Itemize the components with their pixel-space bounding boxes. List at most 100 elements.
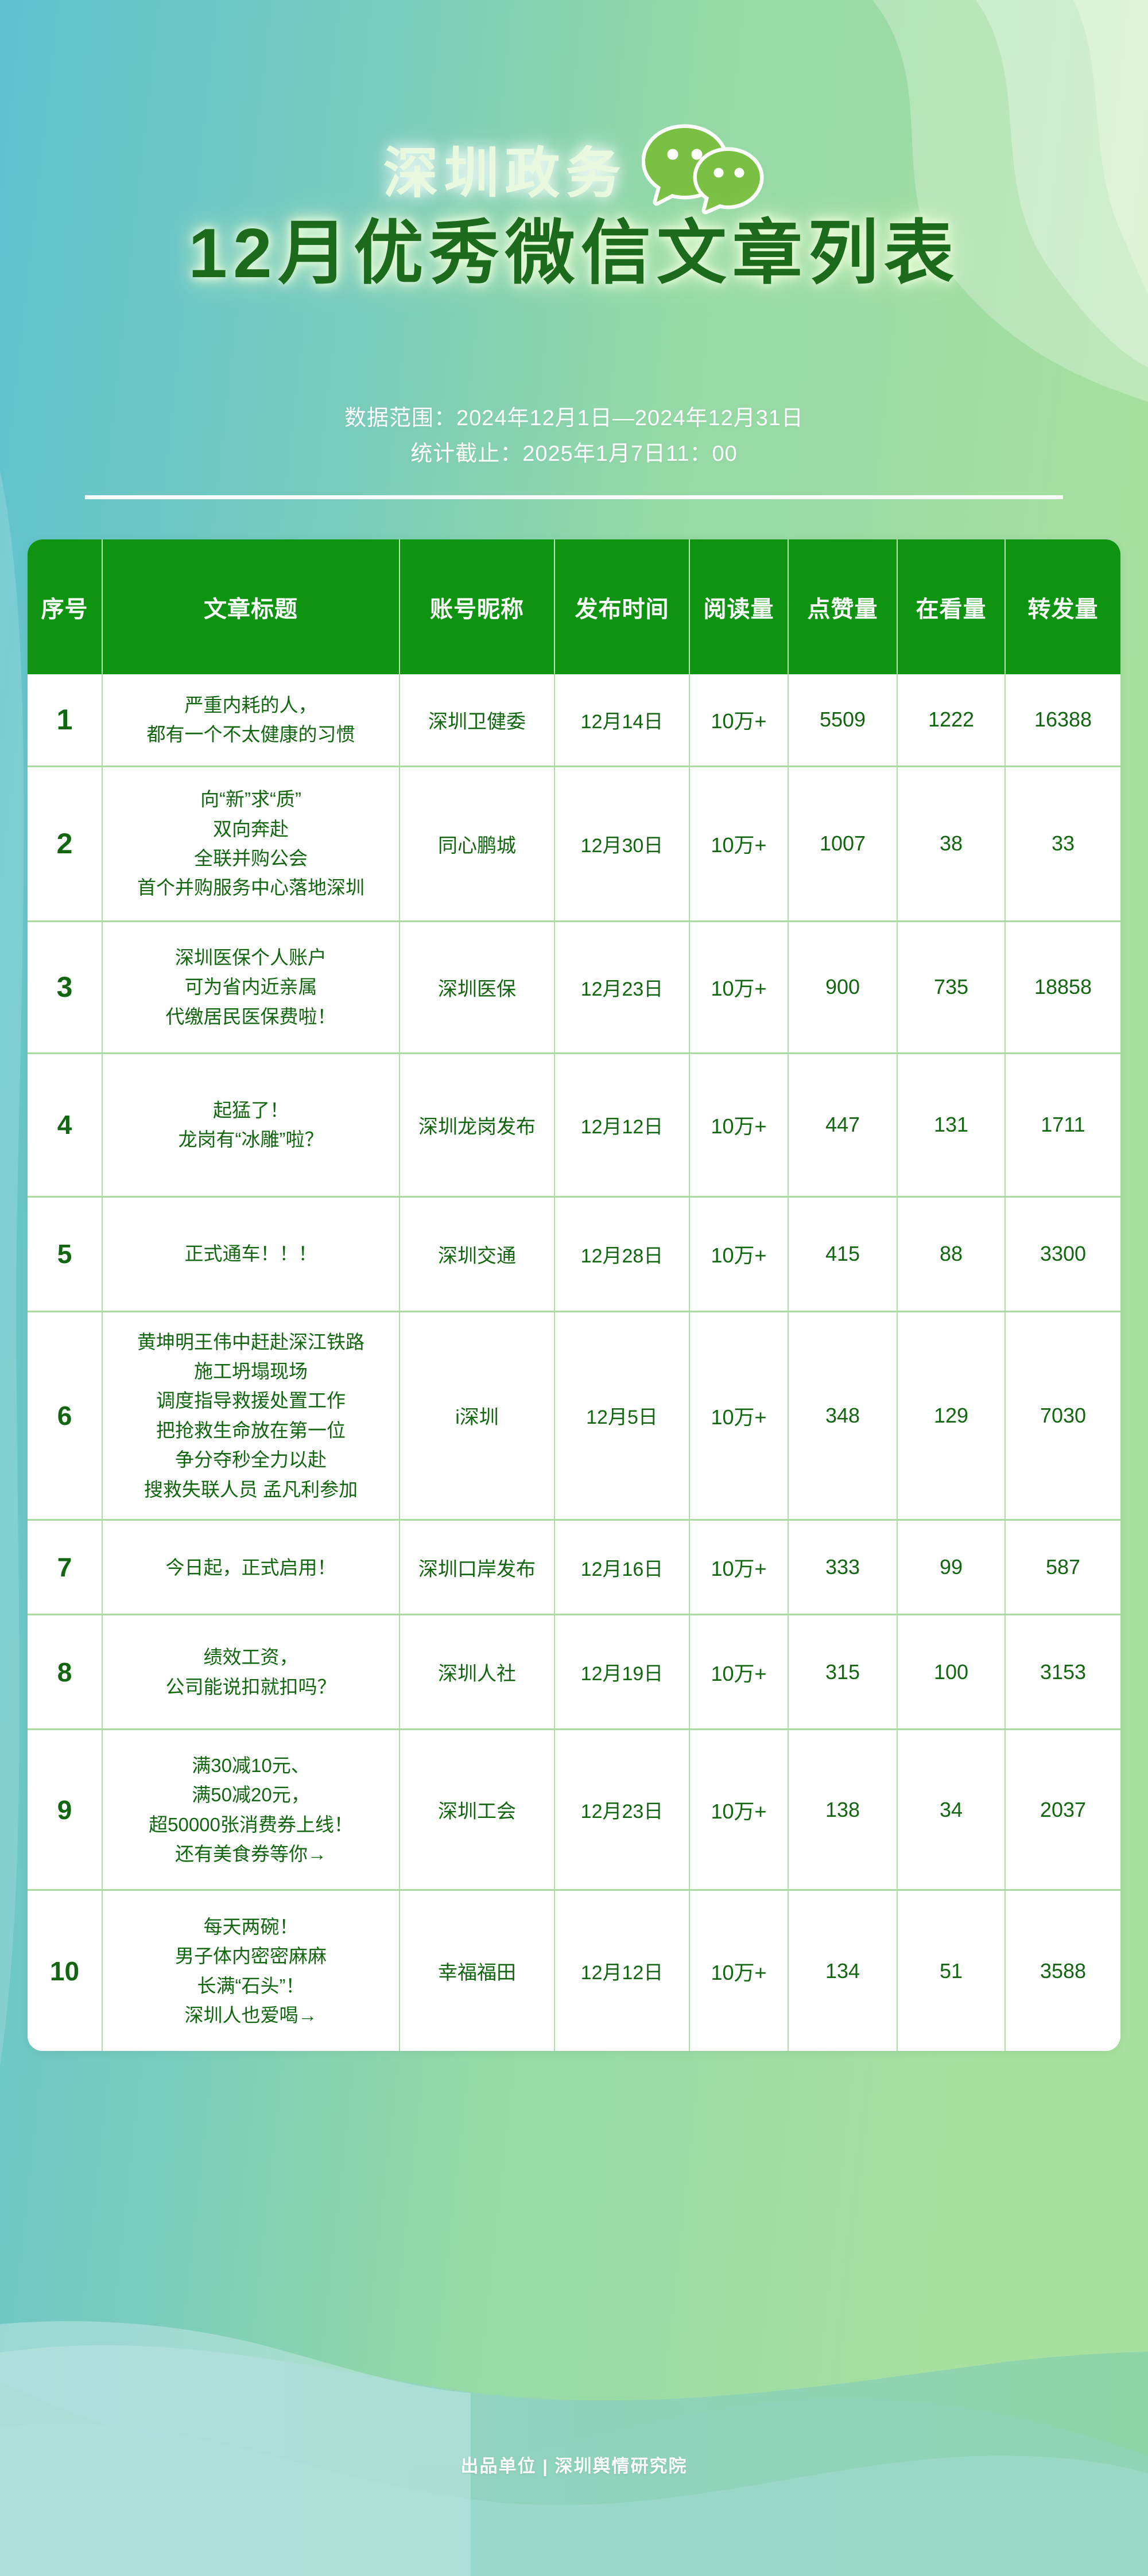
title-line: 绩效工资， (203, 1646, 298, 1668)
cell-watching: 100 (897, 1614, 1006, 1730)
cell-shares: 1711 (1005, 1052, 1120, 1196)
cell-reads: 10万+ (689, 1310, 789, 1520)
cell-reads: 10万+ (689, 674, 789, 766)
cell-likes: 447 (788, 1052, 898, 1196)
cell-likes: 415 (788, 1195, 898, 1311)
cell-reads: 10万+ (689, 1614, 789, 1730)
table-row: 2 向“新”求“质” 双向奔赴 全联并购公会 首个并购服务中心落地深圳 同心鹏城 12月30… (28, 765, 1120, 921)
cell-date: 12月19日 (554, 1614, 690, 1730)
title-line: 争分夺秒全力以赴 (175, 1449, 327, 1471)
article-table-card: 序号 文章标题 账号昵称 发布时间 阅读量 点赞量 在看量 转发量 1 严重内耗的… (28, 539, 1120, 2051)
table-row: 7 今日起，正式启用！ 深圳口岸发布 12月16日 10万+ 333 99 587 (28, 1519, 1120, 1615)
subtitle-lines: 数据范围：2024年12月1日—2024年12月31日 统计截止：2025年1月… (0, 401, 1148, 472)
cell-rank: 5 (28, 1195, 103, 1311)
cell-title: 向“新”求“质” 双向奔赴 全联并购公会 首个并购服务中心落地深圳 (102, 765, 400, 921)
title-line: 超50000张消费券上线！ (149, 1813, 353, 1835)
cell-date: 12月23日 (554, 920, 690, 1053)
cell-title: 正式通车！！！ (102, 1195, 400, 1311)
cell-rank: 3 (28, 920, 103, 1053)
cell-account: 深圳交通 (400, 1195, 555, 1311)
cell-rank: 4 (28, 1052, 103, 1196)
cell-watching: 38 (897, 765, 1006, 921)
cell-rank: 1 (28, 674, 103, 766)
page-title: 12月优秀微信文章列表 (188, 214, 960, 292)
cell-likes: 333 (788, 1519, 898, 1615)
cell-title: 绩效工资， 公司能说扣就扣吗？ (102, 1614, 400, 1730)
cell-account: 深圳龙岗发布 (400, 1052, 555, 1196)
cell-date: 12月30日 (554, 765, 690, 921)
cell-rank: 2 (28, 765, 103, 921)
cell-date: 12月12日 (554, 1052, 690, 1196)
cell-title: 起猛了！ 龙岗有“冰雕”啦？ (102, 1052, 400, 1196)
title-line: 每天两碗！ (203, 1916, 298, 1937)
col-header-reads: 阅读量 (689, 539, 789, 674)
cell-account: 深圳医保 (400, 920, 555, 1053)
col-header-rank: 序号 (28, 539, 103, 674)
title-line: 起猛了！ (213, 1099, 289, 1121)
title-line: 施工坍塌现场 (194, 1360, 308, 1382)
cell-shares: 587 (1005, 1519, 1120, 1615)
brand-name: 深圳政务 (383, 142, 627, 204)
title-line: 正式通车！！！ (184, 1243, 317, 1265)
cell-title: 每天两碗！ 男子体内密密麻麻 长满“石头”！ 深圳人也爱喝→ (102, 1889, 400, 2051)
page-header: 深圳政务 12月优秀微信文章列表 (0, 0, 1148, 356)
subtitle-rule-bottom (85, 495, 1063, 499)
cell-title: 深圳医保个人账户 可为省内近亲属 代缴居民医保费啦！ (102, 920, 400, 1053)
table-row: 3 深圳医保个人账户 可为省内近亲属 代缴居民医保费啦！ 深圳医保 12月23日 10万+ 9… (28, 920, 1120, 1053)
table-row: 5 正式通车！！！ 深圳交通 12月28日 10万+ 415 88 3300 (28, 1195, 1120, 1311)
cell-title: 满30减10元、 满50减20元， 超50000张消费券上线！ 还有美食券等你→ (102, 1728, 400, 1890)
title-line: 满50减20元， (192, 1784, 310, 1806)
title-line: 首个并购服务中心落地深圳 (137, 877, 364, 899)
cell-rank: 9 (28, 1728, 103, 1890)
table-row: 8 绩效工资， 公司能说扣就扣吗？ 深圳人社 12月19日 10万+ 315 100 3153 (28, 1614, 1120, 1730)
cell-account: 幸福福田 (400, 1889, 555, 2051)
table-body: 1 严重内耗的人， 都有一个不太健康的习惯 深圳卫健委 12月14日 10万+ 5509 12… (28, 674, 1120, 2051)
cell-rank: 7 (28, 1519, 103, 1615)
title-line: 严重内耗的人， (184, 694, 317, 716)
footer-credit: 出品单位 | 深圳舆情研究院 (460, 2456, 688, 2476)
title-line: 代缴居民医保费啦！ (165, 1005, 336, 1027)
cell-reads: 10万+ (689, 920, 789, 1053)
cell-date: 12月23日 (554, 1728, 690, 1890)
col-header-title: 文章标题 (102, 539, 400, 674)
title-line: 黄坤明王伟中赶赴深江铁路 (137, 1331, 364, 1353)
title-line: 长满“石头”！ (197, 1975, 305, 1996)
cell-watching: 131 (897, 1052, 1006, 1196)
cell-reads: 10万+ (689, 1052, 789, 1196)
title-line: 向“新”求“质” (200, 788, 301, 810)
cell-shares: 2037 (1005, 1728, 1120, 1890)
cell-account: 深圳口岸发布 (400, 1519, 555, 1615)
cell-watching: 88 (897, 1195, 1006, 1311)
cell-date: 12月12日 (554, 1889, 690, 2051)
cell-likes: 138 (788, 1728, 898, 1890)
cell-shares: 3588 (1005, 1889, 1120, 2051)
cell-watching: 1222 (897, 674, 1006, 766)
table-row: 6 黄坤明王伟中赶赴深江铁路 施工坍塌现场 调度指导救援处置工作 把抢救生命放在第一位争… (28, 1310, 1120, 1520)
cell-title: 黄坤明王伟中赶赴深江铁路 施工坍塌现场 调度指导救援处置工作 把抢救生命放在第一位 争分… (102, 1310, 400, 1520)
cell-shares: 16388 (1005, 674, 1120, 766)
cell-likes: 348 (788, 1310, 898, 1520)
title-line: 把抢救生命放在第一位 (156, 1419, 346, 1441)
cell-likes: 1007 (788, 765, 898, 921)
col-header-account: 账号昵称 (400, 539, 555, 674)
cell-title: 今日起，正式启用！ (102, 1519, 400, 1615)
cell-shares: 3153 (1005, 1614, 1120, 1730)
col-header-shares: 转发量 (1005, 539, 1120, 674)
cell-account: i深圳 (400, 1310, 555, 1520)
table-row: 1 严重内耗的人， 都有一个不太健康的习惯 深圳卫健委 12月14日 10万+ 5509 12… (28, 674, 1120, 766)
title-line: 今日起，正式启用！ (165, 1556, 336, 1578)
table-row: 10 每天两碗！ 男子体内密密麻麻 长满“石头”！ 深圳人也爱喝→ 幸福福田 12月12日 1… (28, 1889, 1120, 2051)
cell-date: 12月14日 (554, 674, 690, 766)
cell-watching: 34 (897, 1728, 1006, 1890)
cell-account: 深圳工会 (400, 1728, 555, 1890)
cell-likes: 5509 (788, 674, 898, 766)
cell-watching: 99 (897, 1519, 1006, 1615)
cell-likes: 134 (788, 1889, 898, 2051)
title-line: 龙岗有“冰雕”啦？ (178, 1129, 324, 1150)
cell-date: 12月16日 (554, 1519, 690, 1615)
col-header-likes: 点赞量 (788, 539, 898, 674)
col-header-date: 发布时间 (554, 539, 690, 674)
cell-likes: 315 (788, 1614, 898, 1730)
title-line: 双向奔赴 (213, 818, 289, 840)
cell-rank: 10 (28, 1889, 103, 2051)
